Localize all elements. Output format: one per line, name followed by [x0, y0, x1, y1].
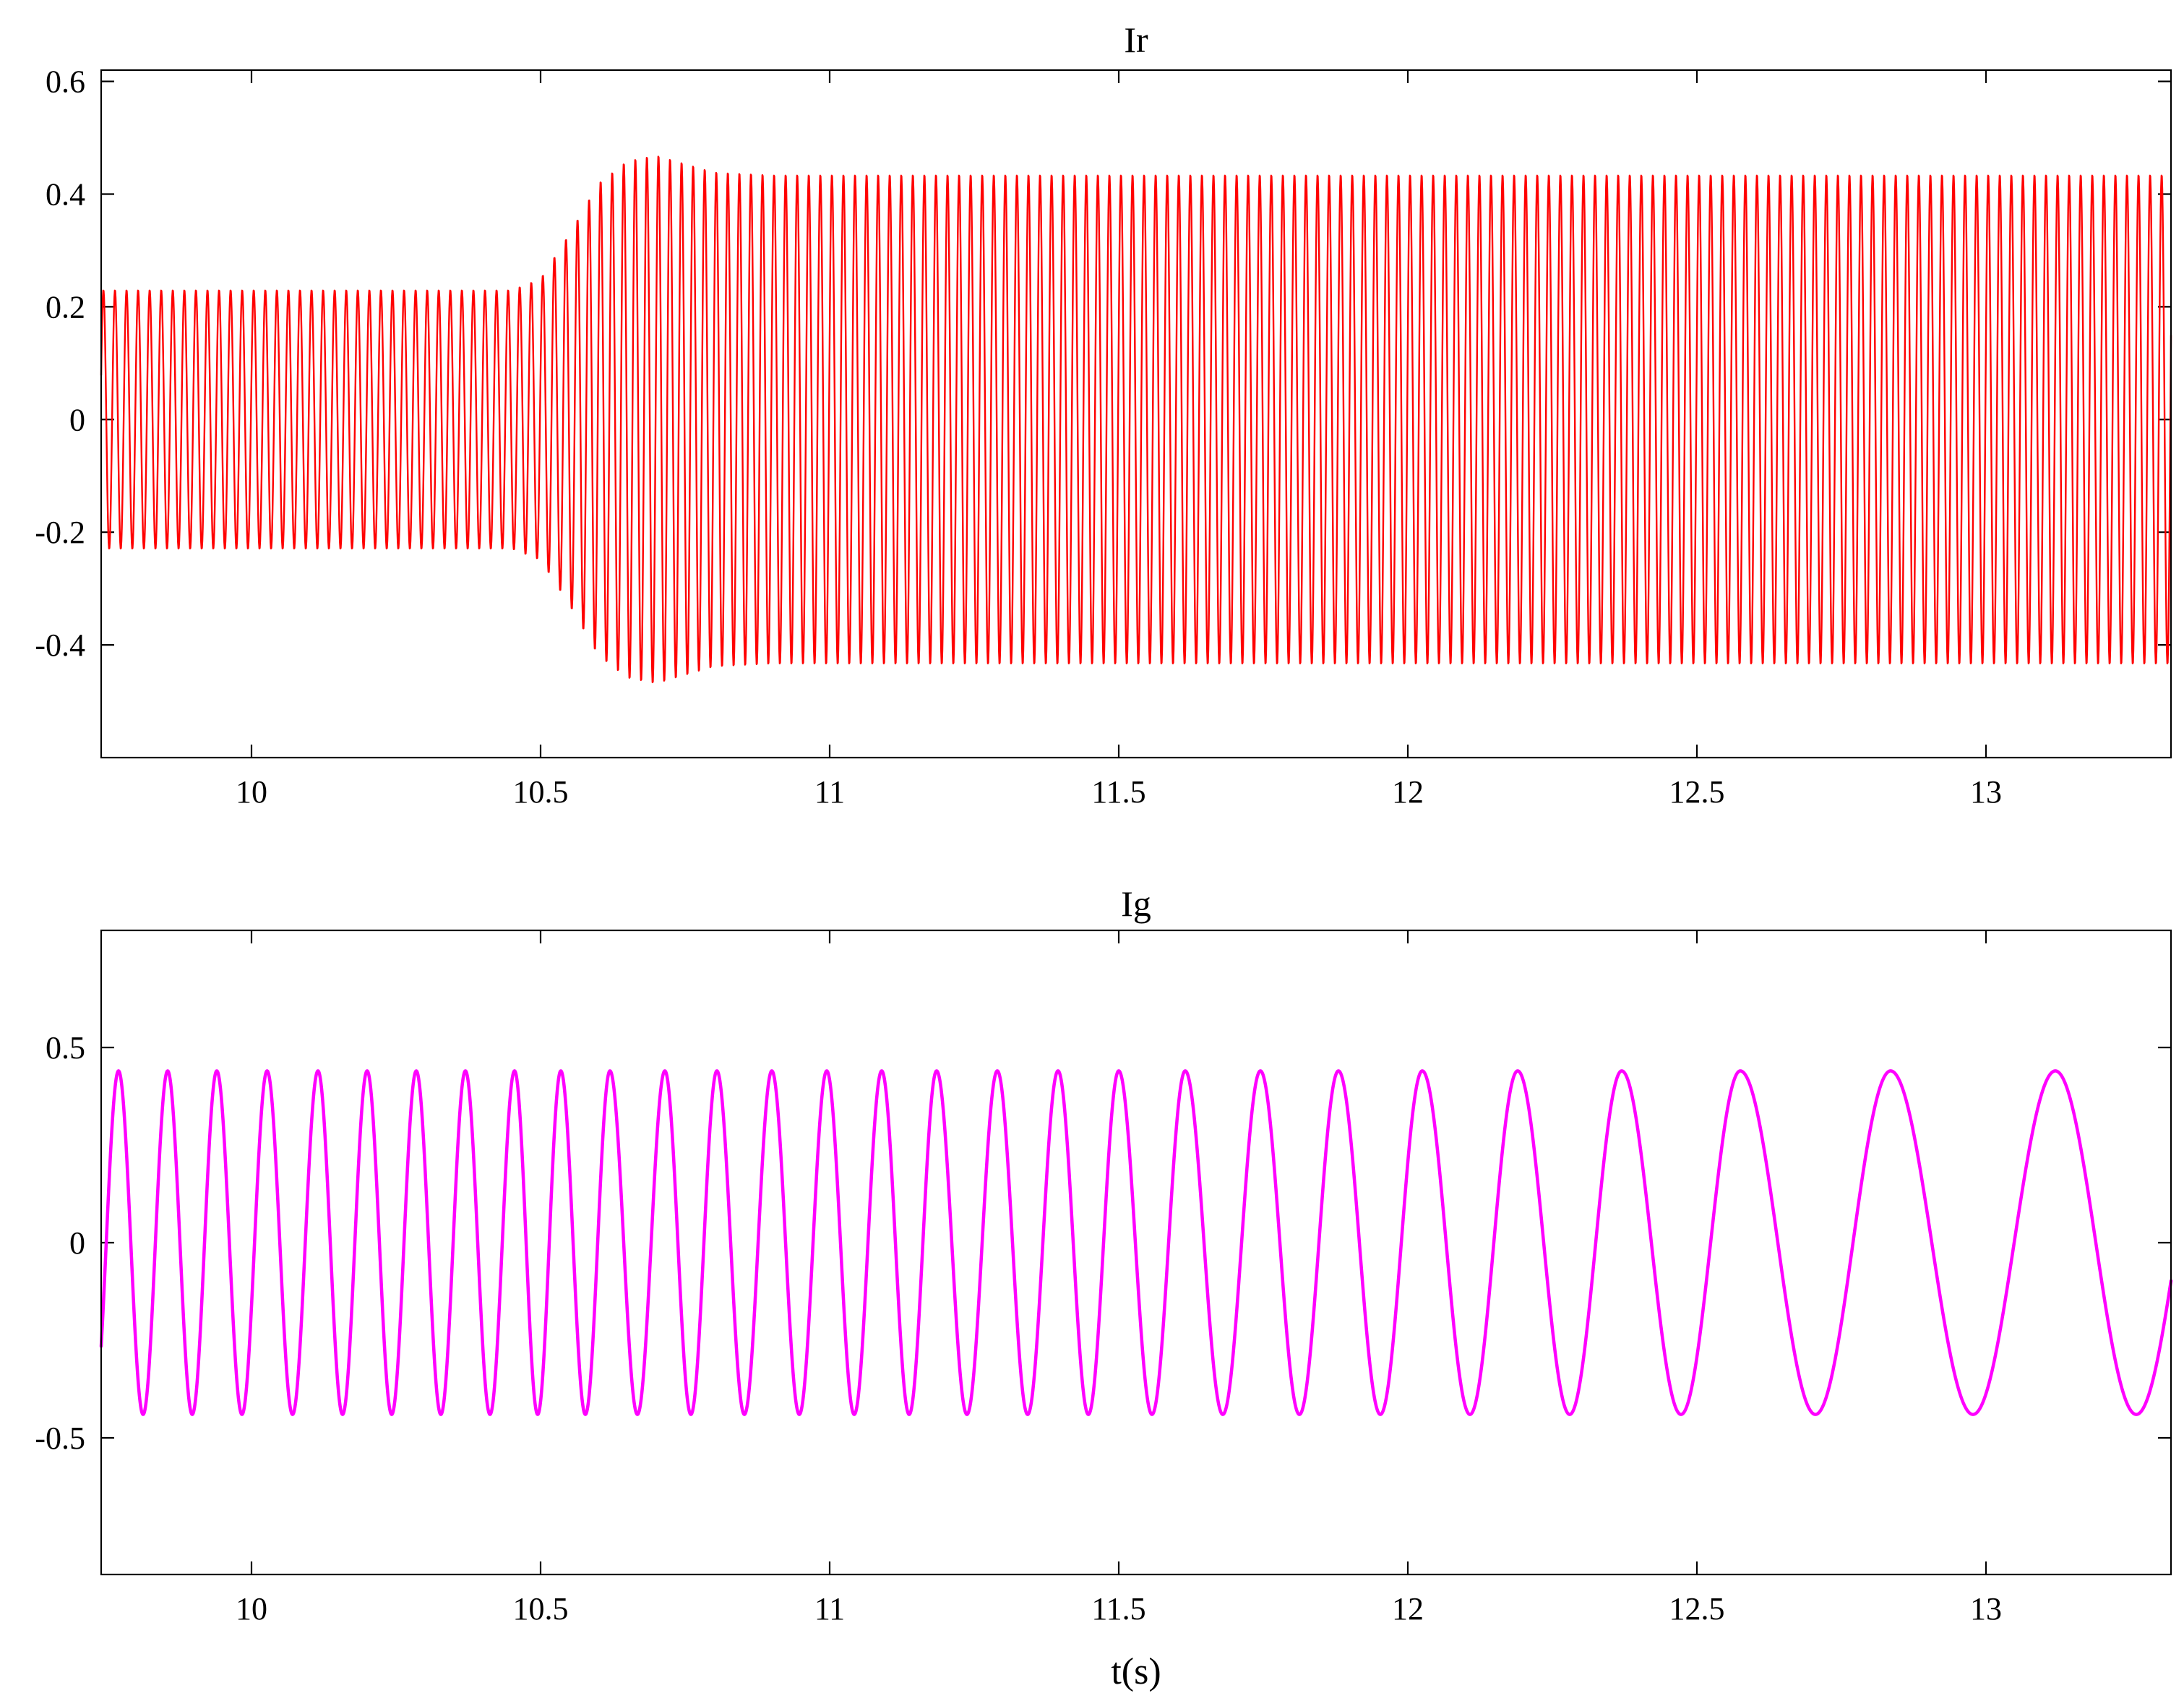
ir-x-tick-label: 11: [814, 774, 845, 810]
ir-x-tick-label: 12.5: [1669, 774, 1725, 810]
ir-y-tick-label: 0.6: [46, 64, 85, 100]
ir-x-tick-label: 10: [236, 774, 267, 810]
ir-x-tick-label: 13: [1970, 774, 2002, 810]
ig-x-tick-label: 11.5: [1091, 1591, 1145, 1627]
ig-chart-title: Ig: [1121, 883, 1151, 924]
ig-series-line: [99, 1069, 2173, 1416]
ir-y-tick-label: 0: [69, 402, 85, 437]
ig-y-tick-label: 0.5: [46, 1030, 85, 1066]
ig-x-tick-label: 13: [1970, 1591, 2002, 1627]
ir-chart: Ir 10 10.5 11 11.5 12 12.5 13 0.6 0.4 0.2 0 -0.2 -0.…: [35, 20, 2172, 810]
ir-x-tick-label: 12: [1392, 774, 1424, 810]
ig-x-tick-label: 10.5: [513, 1591, 569, 1627]
ig-y-tick-label: 0: [69, 1225, 85, 1261]
ig-x-tick-label: 12: [1392, 1591, 1424, 1627]
ir-plot-area: [100, 69, 2172, 759]
ig-y-tick-label: -0.5: [35, 1421, 85, 1456]
ir-y-tick-label: 0.4: [46, 176, 85, 212]
ir-chart-ticks: 10 10.5 11 11.5 12 12.5 13 0.6 0.4 0.2 0 -0.2 -0.4: [35, 64, 2171, 810]
ir-y-tick-label: -0.4: [35, 627, 85, 663]
ir-y-tick-label: 0.2: [46, 289, 85, 325]
ig-chart: Ig 10 10.5 11 11.5 12 12.5 13 0.5 0 -0.5 t(s): [35, 883, 2173, 1692]
ig-plot-area: [100, 929, 2172, 1576]
ir-y-tick-label: -0.2: [35, 515, 85, 550]
ig-chart-ticks: 10 10.5 11 11.5 12 12.5 13 0.5 0 -0.5: [35, 930, 2171, 1627]
ir-chart-title: Ir: [1124, 20, 1148, 60]
ir-x-tick-label: 10.5: [513, 774, 569, 810]
ir-series-line: [100, 155, 2172, 684]
ig-x-tick-label: 12.5: [1669, 1591, 1725, 1627]
ir-x-tick-label: 11.5: [1091, 774, 1145, 810]
ig-x-tick-label: 11: [814, 1591, 845, 1627]
ig-x-axis-label: t(s): [1111, 1651, 1161, 1692]
ig-x-tick-label: 10: [236, 1591, 267, 1627]
